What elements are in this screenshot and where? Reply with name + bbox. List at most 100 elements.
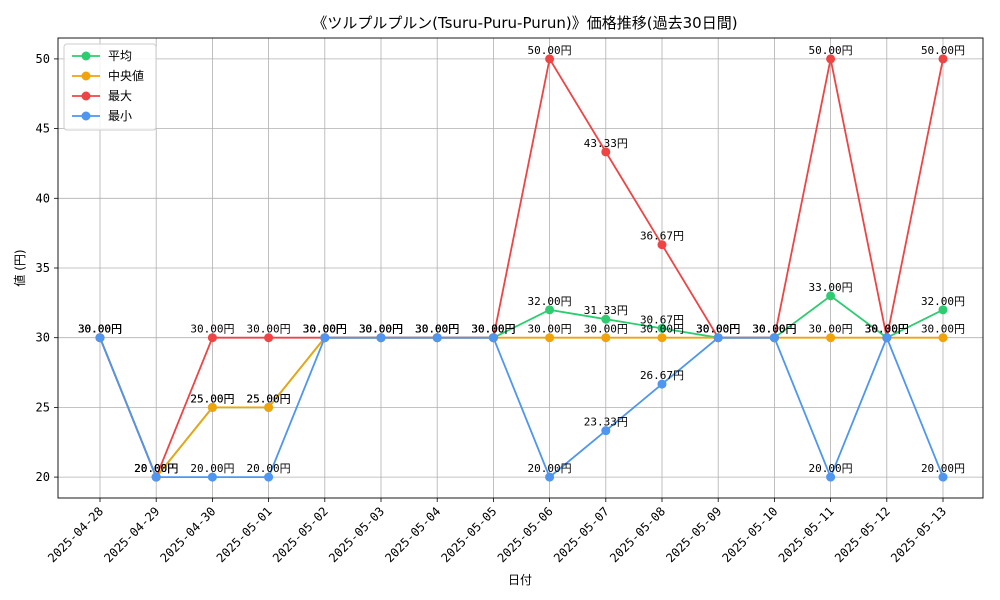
data-point-最小 (826, 472, 836, 482)
y-tick-label: 50 (36, 52, 50, 66)
legend-marker-最小 (81, 111, 91, 121)
data-label-平均: 25.00円 (190, 392, 234, 405)
data-label-最大: 30.00円 (190, 323, 234, 336)
y-tick-label: 30 (36, 331, 50, 345)
data-label-最小: 20.00円 (134, 462, 178, 475)
data-label-平均: 30.67円 (640, 313, 684, 326)
data-point-最大 (938, 54, 948, 64)
data-label-中央値: 25.00円 (247, 392, 291, 405)
data-point-中央値 (207, 402, 217, 412)
data-point-最大 (601, 147, 611, 157)
y-tick-label: 25 (36, 400, 50, 414)
data-label-最小: 30.00円 (471, 323, 515, 336)
x-tick-label: 2025-05-07 (551, 504, 612, 565)
data-label-中央値: 30.00円 (696, 323, 740, 336)
x-tick-label: 2025-05-02 (270, 504, 331, 565)
data-label-最大: 50.00円 (921, 44, 965, 57)
data-label-平均: 30.00円 (696, 323, 740, 336)
y-tick-label: 35 (36, 261, 50, 275)
x-tick-label: 2025-05-11 (776, 504, 837, 565)
data-label-最大: 30.00円 (752, 323, 796, 336)
data-label-平均: 30.00円 (415, 323, 459, 336)
data-label-中央値: 30.00円 (865, 323, 909, 336)
data-label-平均: 30.00円 (359, 323, 403, 336)
data-label-平均: 30.00円 (752, 323, 796, 336)
data-label-最小: 20.00円 (247, 462, 291, 475)
y-ticks: 20 25 30 35 40 45 50 (36, 52, 58, 484)
data-label-中央値: 30.00円 (640, 323, 684, 336)
data-point-最小 (95, 333, 105, 343)
data-label-中央値: 30.00円 (921, 323, 965, 336)
data-label-最大: 43.33円 (584, 137, 628, 150)
data-label-最大: 30.00円 (303, 323, 347, 336)
data-point-最小 (601, 426, 611, 436)
data-point-中央値 (826, 333, 836, 343)
x-tick-label: 2025-05-10 (720, 504, 781, 565)
y-tick-label: 20 (36, 470, 50, 484)
data-point-最小 (320, 333, 330, 343)
data-label-最大: 50.00円 (809, 44, 853, 57)
x-tick-label: 2025-04-28 (45, 504, 106, 565)
y-tick-label: 45 (36, 122, 50, 136)
data-label-平均: 32.00円 (921, 295, 965, 308)
data-label-平均: 30.00円 (471, 323, 515, 336)
x-tick-label: 2025-05-06 (495, 504, 556, 565)
data-point-平均 (826, 291, 836, 301)
x-axis-label: 日付 (508, 573, 532, 587)
legend-label-平均: 平均 (108, 49, 132, 63)
data-point-最小 (264, 472, 274, 482)
series-line-最大 (99, 56, 944, 480)
data-point-中央値 (601, 333, 611, 343)
data-point-最小 (488, 333, 498, 343)
series-group (95, 54, 948, 482)
data-label-最小: 20.00円 (190, 462, 234, 475)
data-label-最小: 20.00円 (921, 462, 965, 475)
data-point-最小 (545, 472, 555, 482)
x-tick-label: 2025-05-03 (326, 504, 387, 565)
legend-label-最大: 最大 (108, 89, 132, 103)
data-point-最小 (882, 333, 892, 343)
y-axis-label: 値 (円) (12, 249, 27, 286)
x-tick-label: 2025-04-29 (101, 504, 162, 565)
data-label-最大: 30.00円 (471, 323, 515, 336)
x-tick-label: 2025-05-05 (439, 504, 500, 565)
data-label-平均: 25.00円 (247, 392, 291, 405)
data-label-最大: 20.00円 (134, 462, 178, 475)
legend-box (63, 43, 157, 131)
series-line-最小 (99, 335, 944, 480)
data-label-中央値: 30.00円 (471, 323, 515, 336)
x-tick-label: 2025-05-13 (888, 504, 949, 565)
data-label-最大: 30.00円 (865, 323, 909, 336)
data-point-最大 (657, 240, 667, 250)
data-point-平均 (601, 314, 611, 324)
data-point-最小 (376, 333, 386, 343)
data-label-平均: 31.33円 (584, 304, 628, 317)
x-tick-label: 2025-05-12 (832, 504, 893, 565)
data-point-最大 (545, 54, 555, 64)
data-point-最大 (207, 333, 217, 343)
x-tick-label: 2025-05-09 (663, 504, 724, 565)
data-label-最小: 30.00円 (78, 323, 122, 336)
data-label-最小: 30.00円 (415, 323, 459, 336)
data-label-平均: 30.00円 (303, 323, 347, 336)
data-label-平均: 30.00円 (865, 323, 909, 336)
data-point-中央値 (657, 333, 667, 343)
legend-marker-中央値 (81, 71, 91, 81)
data-labels: 30.00円 20.00円 25.00円 25.00円 30.00円 30.00円 30.0… (78, 44, 965, 475)
data-label-中央値: 30.00円 (752, 323, 796, 336)
data-label-中央値: 30.00円 (303, 323, 347, 336)
data-label-中央値: 30.00円 (584, 323, 628, 336)
data-label-最大: 30.00円 (696, 323, 740, 336)
data-label-最大: 30.00円 (78, 323, 122, 336)
data-point-最大 (826, 54, 836, 64)
data-label-最小: 30.00円 (752, 323, 796, 336)
data-label-平均: 33.00円 (809, 281, 853, 294)
data-point-最小 (938, 472, 948, 482)
data-point-最小 (657, 379, 667, 389)
data-label-最小: 30.00円 (359, 323, 403, 336)
legend-label-中央値: 中央値 (108, 68, 144, 83)
data-label-中央値: 30.00円 (78, 323, 122, 336)
x-tick-label: 2025-05-01 (214, 504, 275, 565)
data-point-最小 (207, 472, 217, 482)
